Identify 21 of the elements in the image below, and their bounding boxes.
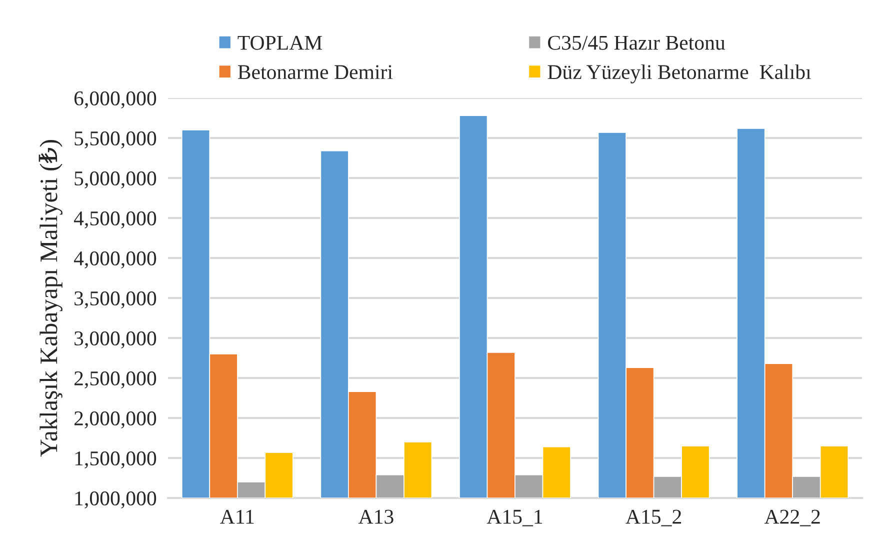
y-tick-label: 2,500,000 (74, 371, 156, 388)
y-tick-label: 1,000,000 (75, 491, 156, 508)
legend-label: TOPLAM (238, 36, 322, 50)
y-tick-label: 5,500,000 (74, 131, 156, 148)
y-tick-label: 2,000,000 (74, 411, 156, 428)
y-tick-label: 3,000,000 (74, 331, 156, 348)
legend-label: Düz Yüzeyli Betonarme Kalıbı (548, 64, 811, 84)
y-tick-label: 1,500,000 (75, 451, 156, 468)
y-tick-label: 6,000,000 (74, 91, 156, 108)
y-tick-label: 4,000,000 (74, 251, 156, 268)
x-tick-label: A11 (220, 510, 254, 524)
x-tick-label: A22_2 (764, 510, 820, 526)
legend-label: Betonarme Demiri (238, 65, 393, 80)
x-tick-label: A13 (358, 510, 394, 524)
y-tick-label: 5,000,000 (74, 171, 156, 188)
y-tick-label: 3,500,000 (74, 291, 156, 308)
legend-label: C35/45 Hazır Betonu (548, 36, 726, 50)
y-tick-label: 4,500,000 (74, 211, 156, 228)
x-tick-label: A15_2 (626, 510, 682, 526)
y-axis-title: Yaklaşık Kabayapı Maliyeti (₺) (38, 140, 62, 457)
x-tick-label: A15_1 (486, 510, 542, 526)
